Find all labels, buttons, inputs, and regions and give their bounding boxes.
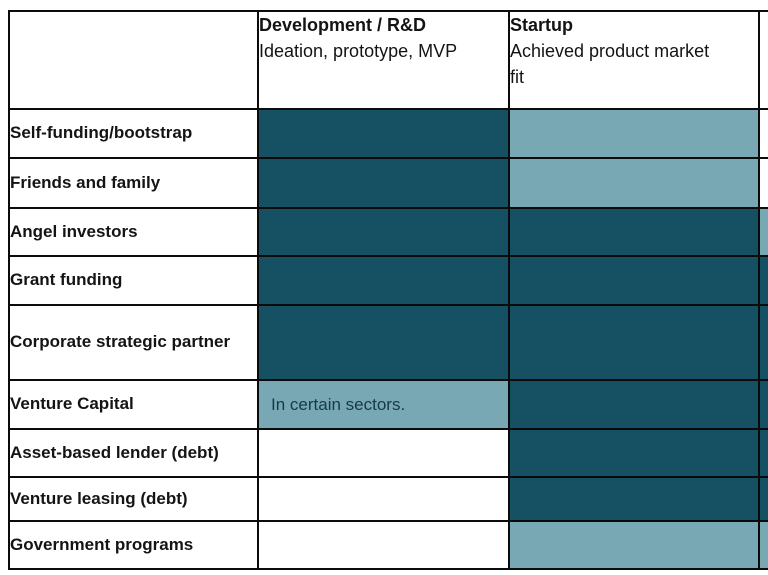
matrix-cell-note: In certain sectors. — [257, 379, 510, 430]
matrix-cell — [758, 379, 768, 430]
row-label: Government programs — [8, 520, 259, 570]
matrix-cell — [508, 108, 760, 159]
matrix-cell — [508, 476, 760, 522]
row-label: Corporate strategic partner — [8, 304, 259, 381]
matrix-cell — [758, 157, 768, 209]
matrix-cell — [257, 255, 510, 306]
matrix-cell — [758, 428, 768, 478]
matrix-cell — [758, 108, 768, 159]
table-row-venture-capital: Venture Capital In certain sectors. — [8, 379, 768, 430]
matrix-cell — [758, 304, 768, 381]
column-header-startup: Startup Achieved product market fit — [508, 10, 760, 110]
column-header-clipped — [758, 10, 768, 110]
matrix-cell — [257, 476, 510, 522]
corner-cell — [8, 10, 259, 110]
matrix-cell — [257, 207, 510, 257]
matrix-cell — [508, 207, 760, 257]
column-subtitle: Ideation, prototype, MVP — [259, 41, 458, 62]
row-label: Asset-based lender (debt) — [8, 428, 259, 478]
column-subtitle: Achieved product market fit — [510, 41, 710, 88]
matrix-cell — [257, 304, 510, 381]
matrix-cell — [758, 255, 768, 306]
matrix-cell — [257, 520, 510, 570]
table-row-self-funding: Self-funding/bootstrap — [8, 108, 768, 159]
table-row-angel-investors: Angel investors — [8, 207, 768, 257]
table-row-venture-leasing: Venture leasing (debt) — [8, 476, 768, 522]
row-label: Angel investors — [8, 207, 259, 257]
column-title: Startup — [510, 15, 573, 35]
matrix-cell — [508, 520, 760, 570]
column-title: Development / R&D — [259, 15, 427, 35]
table-row-asset-based-lender: Asset-based lender (debt) — [8, 428, 768, 478]
matrix-cell — [758, 476, 768, 522]
row-label: Grant funding — [8, 255, 259, 306]
funding-stage-matrix-table: Development / R&D Ideation, prototype, M… — [8, 10, 768, 570]
table-row-grant-funding: Grant funding — [8, 255, 768, 306]
row-label: Venture leasing (debt) — [8, 476, 259, 522]
column-header-development-rd: Development / R&D Ideation, prototype, M… — [257, 10, 510, 110]
matrix-cell — [508, 157, 760, 209]
row-label: Self-funding/bootstrap — [8, 108, 259, 159]
matrix-cell — [758, 520, 768, 570]
matrix-cell — [508, 379, 760, 430]
matrix-cell — [508, 304, 760, 381]
table-row-corporate-partner: Corporate strategic partner — [8, 304, 768, 381]
table-row-friends-family: Friends and family — [8, 157, 768, 209]
header-row: Development / R&D Ideation, prototype, M… — [8, 10, 768, 110]
matrix-cell — [257, 428, 510, 478]
row-label: Friends and family — [8, 157, 259, 209]
matrix-cell — [758, 207, 768, 257]
matrix-cell — [508, 428, 760, 478]
table-row-government-programs: Government programs — [8, 520, 768, 570]
matrix-cell — [508, 255, 760, 306]
matrix-cell — [257, 157, 510, 209]
row-label: Venture Capital — [8, 379, 259, 430]
matrix-cell — [257, 108, 510, 159]
